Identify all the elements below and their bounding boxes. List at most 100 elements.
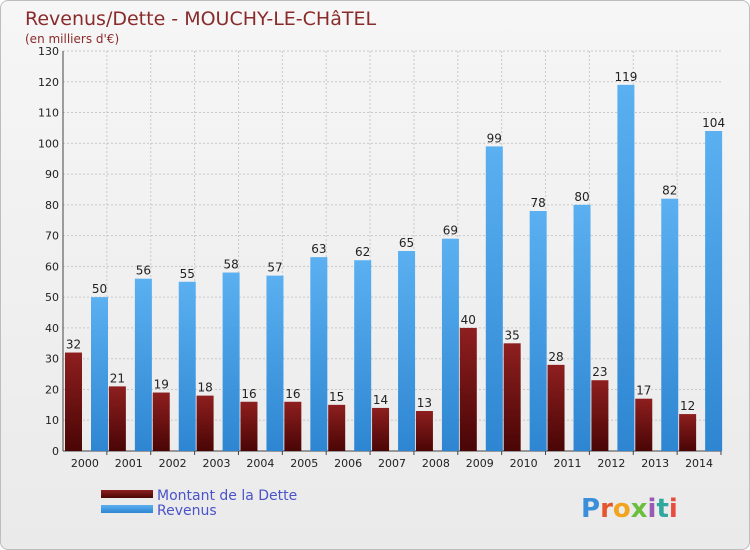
x-tick-label: 2008 bbox=[422, 457, 450, 470]
y-tick-label: 0 bbox=[52, 445, 59, 458]
proxiti-logo: Proxiti bbox=[581, 494, 678, 524]
value-label-debt: 13 bbox=[417, 396, 432, 410]
bar-revenus bbox=[178, 281, 196, 451]
legend: Montant de la Dette Revenus bbox=[101, 488, 297, 519]
y-tick-label: 120 bbox=[38, 76, 59, 89]
bar-debt bbox=[679, 414, 697, 451]
y-tick-label: 100 bbox=[38, 137, 59, 150]
x-tick-label: 2006 bbox=[334, 457, 362, 470]
y-tick-label: 10 bbox=[45, 414, 59, 427]
chart-title: Revenus/Dette - MOUCHY-LE-CHâTEL bbox=[25, 8, 376, 30]
bar-revenus bbox=[266, 275, 284, 451]
proxiti-letter: i bbox=[669, 494, 678, 524]
value-label-debt: 17 bbox=[636, 384, 651, 398]
bar-debt bbox=[284, 401, 302, 451]
legend-swatch-debt bbox=[101, 490, 153, 498]
proxiti-letter: P bbox=[581, 494, 600, 524]
axes: 0 10 20 30 40 50 60 70 80 90 100 110 120 130 2000 2001 2… bbox=[38, 45, 722, 470]
legend-label-debt: Montant de la Dette bbox=[157, 488, 297, 504]
value-label-debt: 18 bbox=[197, 381, 212, 395]
value-label-revenus: 65 bbox=[399, 236, 414, 250]
x-tick-label: 2012 bbox=[597, 457, 625, 470]
value-label-debt: 40 bbox=[461, 313, 476, 327]
bar-revenus bbox=[354, 260, 372, 451]
value-label-revenus: 78 bbox=[531, 196, 546, 210]
value-label-debt: 32 bbox=[66, 338, 81, 352]
bar-debt bbox=[65, 352, 82, 451]
bar-debt bbox=[635, 398, 653, 451]
value-label-revenus: 56 bbox=[136, 264, 151, 278]
value-label-revenus: 63 bbox=[311, 242, 326, 256]
x-tick-label: 2007 bbox=[378, 457, 406, 470]
bar-revenus bbox=[661, 198, 679, 451]
bar-revenus bbox=[222, 272, 240, 451]
proxiti-letter: r bbox=[600, 494, 613, 524]
value-label-debt: 16 bbox=[241, 387, 256, 401]
value-label-debt: 15 bbox=[329, 390, 344, 404]
value-label-revenus: 62 bbox=[355, 245, 370, 259]
y-tick-label: 50 bbox=[45, 291, 59, 304]
x-tick-label: 2005 bbox=[290, 457, 318, 470]
bar-revenus bbox=[573, 204, 591, 451]
bar-revenus bbox=[134, 278, 152, 451]
y-tick-label: 130 bbox=[38, 45, 59, 58]
bar-revenus bbox=[310, 257, 328, 451]
chart-subtitle: (en milliers d'€) bbox=[25, 32, 119, 46]
value-label-debt: 12 bbox=[680, 399, 695, 413]
bar-debt bbox=[108, 386, 126, 451]
x-tick-label: 2004 bbox=[246, 457, 274, 470]
bar-revenus bbox=[485, 146, 503, 451]
x-tick-label: 2013 bbox=[641, 457, 669, 470]
value-label-revenus: 69 bbox=[443, 224, 458, 238]
bar-debt bbox=[547, 364, 565, 451]
value-label-debt: 28 bbox=[548, 350, 563, 364]
x-tick-label: 2001 bbox=[115, 457, 143, 470]
x-tick-label: 2011 bbox=[553, 457, 581, 470]
y-tick-label: 30 bbox=[45, 353, 59, 366]
bar-debt bbox=[152, 392, 170, 451]
y-tick-label: 60 bbox=[45, 260, 59, 273]
bar-debt bbox=[372, 407, 390, 451]
value-label-revenus: 99 bbox=[487, 131, 502, 145]
value-label-debt: 16 bbox=[285, 387, 300, 401]
y-tick-label: 110 bbox=[38, 107, 59, 120]
bar-debt bbox=[591, 380, 609, 451]
x-tick-label: 2014 bbox=[685, 457, 713, 470]
x-tick-label: 2002 bbox=[159, 457, 187, 470]
value-label-debt: 19 bbox=[154, 378, 169, 392]
bar-debt bbox=[328, 404, 346, 451]
proxiti-letter: o bbox=[613, 494, 631, 524]
bar-debt bbox=[503, 343, 521, 451]
bar-debt bbox=[415, 411, 433, 451]
bar-revenus bbox=[705, 131, 723, 451]
x-tick-label: 2009 bbox=[466, 457, 494, 470]
value-label-revenus: 58 bbox=[223, 258, 238, 272]
value-labels: 32 50 21 56 19 55 18 58 16 57 16 63 15 62 14 65 13 69 40 99… bbox=[66, 70, 725, 413]
proxiti-letter: x bbox=[631, 494, 648, 524]
bar-revenus bbox=[91, 297, 108, 451]
bars bbox=[65, 84, 723, 451]
value-label-revenus: 119 bbox=[614, 70, 637, 84]
value-label-revenus: 55 bbox=[180, 267, 195, 281]
bar-revenus bbox=[617, 84, 635, 451]
x-tick-label: 2000 bbox=[71, 457, 99, 470]
value-label-revenus: 80 bbox=[574, 190, 589, 204]
value-label-revenus: 50 bbox=[92, 282, 107, 296]
value-label-revenus: 57 bbox=[267, 261, 282, 275]
bar-revenus bbox=[529, 211, 547, 451]
y-tick-label: 70 bbox=[45, 230, 59, 243]
x-tick-label: 2010 bbox=[510, 457, 538, 470]
x-tick-label: 2003 bbox=[203, 457, 231, 470]
value-label-debt: 35 bbox=[505, 328, 520, 342]
legend-label-revenus: Revenus bbox=[157, 503, 217, 519]
value-label-debt: 14 bbox=[373, 393, 388, 407]
bar-debt bbox=[459, 327, 477, 451]
proxiti-letter: t bbox=[656, 494, 668, 524]
value-label-debt: 21 bbox=[110, 371, 125, 385]
proxiti-letter: i bbox=[648, 494, 657, 524]
y-tick-label: 20 bbox=[45, 383, 59, 396]
value-label-debt: 23 bbox=[592, 365, 607, 379]
bar-revenus bbox=[441, 238, 459, 451]
